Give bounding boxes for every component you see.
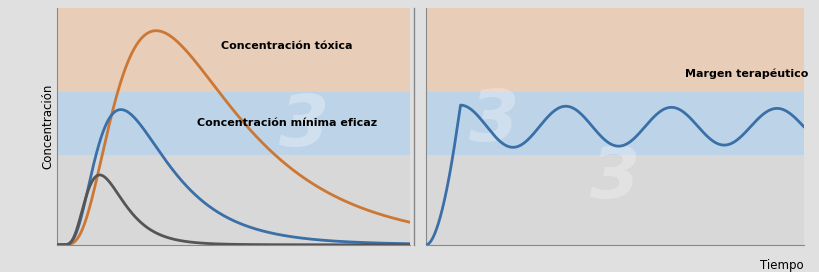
- Bar: [426, 92, 803, 155]
- Text: 3: 3: [468, 87, 518, 156]
- Text: 3: 3: [278, 92, 329, 161]
- Text: Tiempo: Tiempo: [759, 259, 803, 272]
- Text: 3: 3: [589, 144, 640, 213]
- Text: Margen terapéutico: Margen terapéutico: [685, 68, 808, 79]
- Bar: [57, 8, 410, 92]
- Text: Concentración mínima eficaz: Concentración mínima eficaz: [197, 118, 376, 128]
- Text: Concentración tóxica: Concentración tóxica: [220, 41, 352, 51]
- Bar: [426, 8, 803, 92]
- Bar: [426, 155, 803, 245]
- Bar: [57, 155, 410, 245]
- Bar: [57, 92, 410, 155]
- Y-axis label: Concentración: Concentración: [42, 84, 55, 169]
